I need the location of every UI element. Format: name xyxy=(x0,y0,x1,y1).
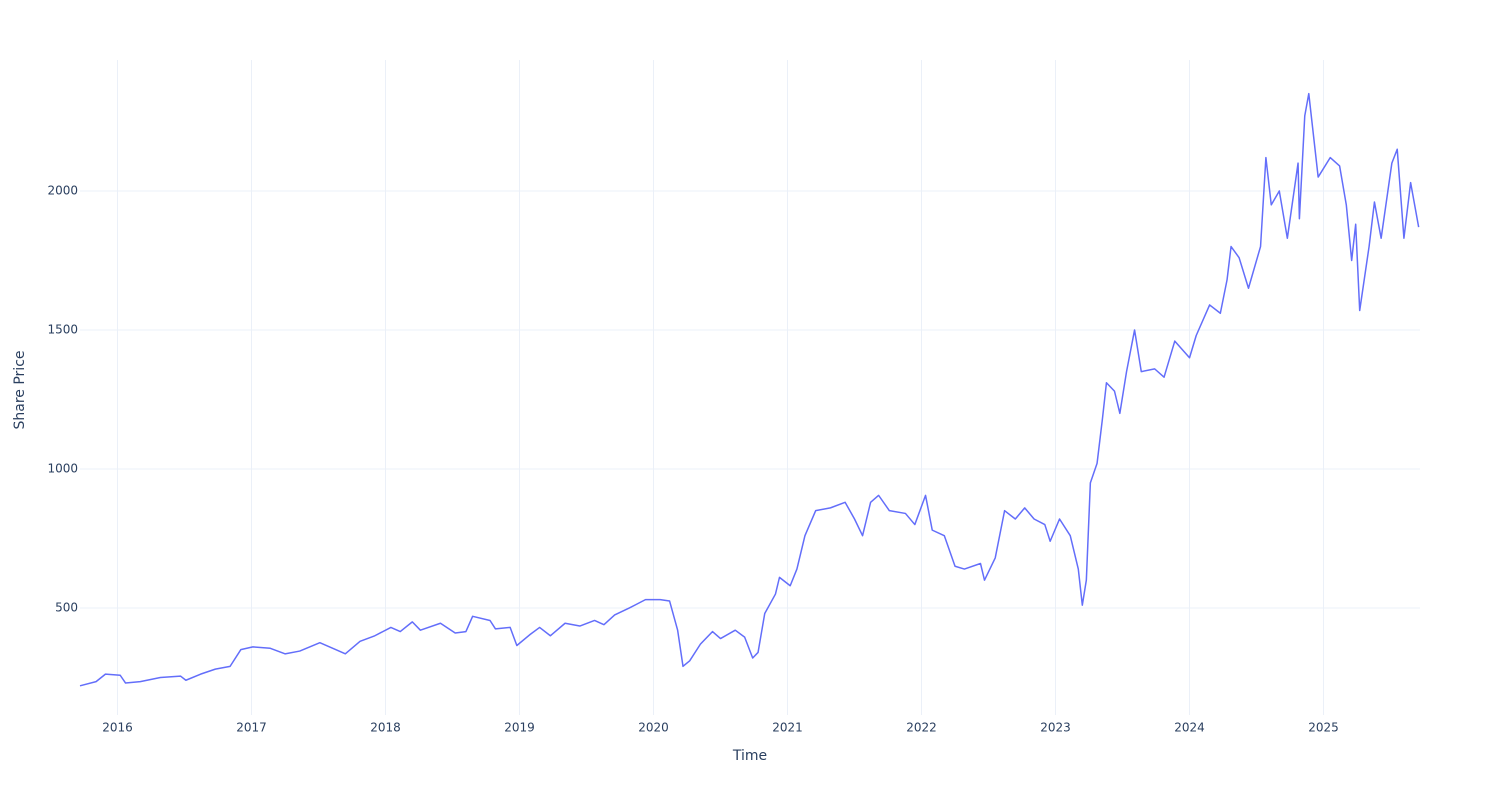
x-tick-label: 2021 xyxy=(772,721,803,735)
y-tick-label: 1000 xyxy=(47,461,78,475)
x-tick-label: 2019 xyxy=(504,721,535,735)
y-tick-label: 2000 xyxy=(47,183,78,197)
x-tick-label: 2025 xyxy=(1308,721,1339,735)
x-tick-label: 2024 xyxy=(1174,721,1205,735)
y-axis-title: Share Price xyxy=(12,350,28,429)
y-tick-label: 1500 xyxy=(47,322,78,336)
line xyxy=(79,92,1420,687)
x-tick-label: 2020 xyxy=(638,721,669,735)
x-tick-label: 2017 xyxy=(236,721,267,735)
x-tick-label: 2023 xyxy=(1040,721,1071,735)
x-tick-label: 2018 xyxy=(370,721,401,735)
y-tick-label: 500 xyxy=(55,600,78,614)
x-axis-title: Time xyxy=(732,748,767,764)
x-tick-label: 2022 xyxy=(906,721,937,735)
x-tick-label: 2016 xyxy=(102,721,133,735)
